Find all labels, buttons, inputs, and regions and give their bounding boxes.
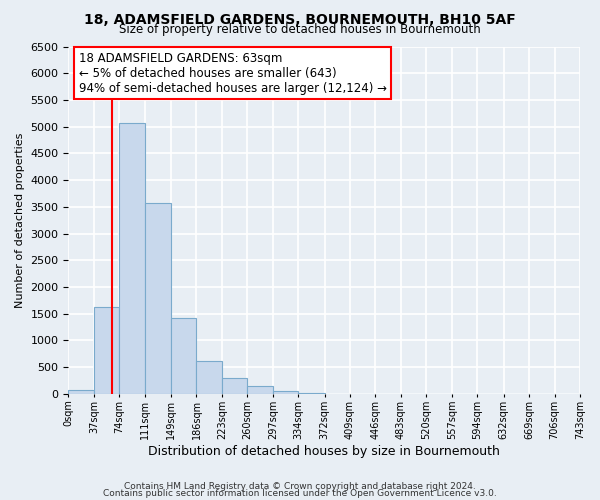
X-axis label: Distribution of detached houses by size in Bournemouth: Distribution of detached houses by size … (148, 444, 500, 458)
Bar (68, 390, 94, 394)
Bar (94, 308, 119, 394)
Text: Size of property relative to detached houses in Bournemouth: Size of property relative to detached ho… (119, 22, 481, 36)
Bar (247, 386, 273, 394)
Text: 18, ADAMSFIELD GARDENS, BOURNEMOUTH, BH10 5AF: 18, ADAMSFIELD GARDENS, BOURNEMOUTH, BH1… (84, 12, 516, 26)
Text: Contains public sector information licensed under the Open Government Licence v3: Contains public sector information licen… (103, 489, 497, 498)
Bar (145, 203, 171, 394)
Text: Contains HM Land Registry data © Crown copyright and database right 2024.: Contains HM Land Registry data © Crown c… (124, 482, 476, 491)
Text: 18 ADAMSFIELD GARDENS: 63sqm
← 5% of detached houses are smaller (643)
94% of se: 18 ADAMSFIELD GARDENS: 63sqm ← 5% of det… (79, 52, 386, 94)
Bar (273, 390, 298, 394)
Y-axis label: Number of detached properties: Number of detached properties (15, 132, 25, 308)
Bar (196, 362, 222, 394)
Bar (171, 318, 196, 394)
Bar (222, 378, 247, 394)
Bar (119, 123, 145, 394)
Bar (298, 393, 325, 394)
